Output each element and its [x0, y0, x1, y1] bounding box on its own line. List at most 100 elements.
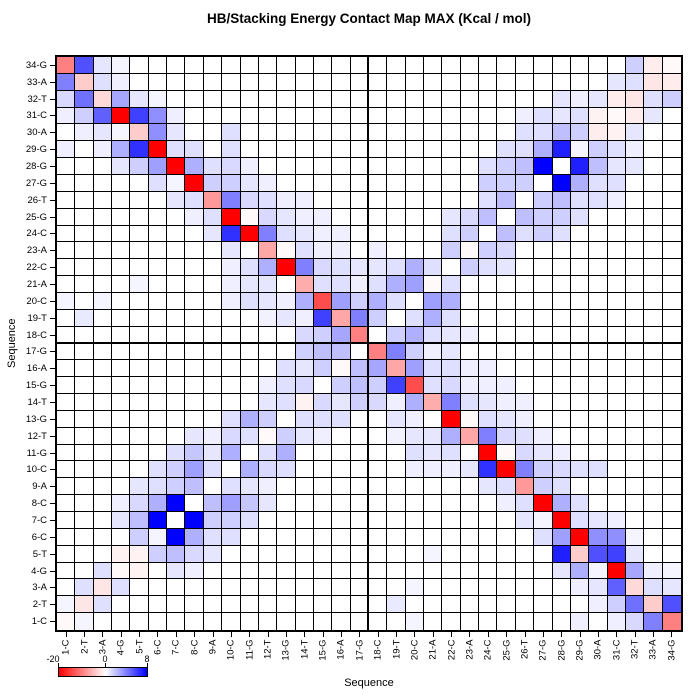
heatmap-cell	[442, 141, 461, 159]
y-axis-tick	[50, 435, 55, 437]
heatmap-cell	[222, 292, 241, 310]
heatmap-cell	[93, 343, 113, 361]
heatmap-cell	[148, 259, 168, 277]
x-tick-label: 25-G	[501, 639, 513, 661]
chart-title: HB/Stacking Energy Contact Map MAX (Kcal…	[206, 11, 532, 26]
heatmap-cell	[515, 410, 535, 428]
heatmap-cell	[185, 343, 204, 361]
y-tick-label: 13-G	[25, 413, 47, 425]
heatmap-cell	[424, 410, 443, 428]
heatmap-cell	[607, 259, 626, 277]
heatmap-cell	[442, 360, 461, 378]
heatmap-cell	[240, 191, 259, 209]
y-axis-tick	[50, 385, 55, 387]
heatmap-cell	[350, 528, 369, 546]
heatmap-cell	[332, 124, 351, 142]
y-tick-label: 6-C	[31, 531, 47, 543]
heatmap-cell	[607, 596, 626, 614]
heatmap-cell	[57, 545, 76, 563]
y-tick-label: 7-C	[31, 514, 47, 526]
heatmap-cell	[93, 174, 113, 192]
x-axis-tick	[139, 632, 141, 637]
heatmap-cell	[93, 360, 113, 378]
heatmap-cell	[258, 360, 278, 378]
heatmap-cell	[479, 107, 498, 125]
heatmap-cell	[258, 562, 278, 580]
heatmap-cell	[479, 394, 498, 411]
x-axis-title: Sequence	[344, 677, 394, 689]
heatmap-cell	[369, 174, 388, 192]
x-tick-label: 31-C	[611, 639, 623, 660]
heatmap-cell	[203, 427, 223, 445]
heatmap-cell	[625, 276, 645, 293]
heatmap-cell	[625, 107, 645, 125]
heatmap-cell	[460, 461, 480, 479]
heatmap-cell	[552, 427, 571, 445]
heatmap-cell	[607, 394, 626, 411]
y-axis-tick	[50, 115, 55, 117]
heatmap-cell	[460, 208, 480, 226]
heatmap-cell	[203, 57, 223, 74]
heatmap-cell	[552, 225, 571, 243]
heatmap-cell	[442, 478, 461, 496]
heatmap-cell	[93, 242, 113, 260]
heatmap-cell	[350, 394, 369, 411]
y-tick-label: 12-T	[27, 430, 47, 442]
heatmap-cell	[570, 292, 590, 310]
heatmap-cell	[515, 512, 535, 529]
heatmap-cell	[607, 225, 626, 243]
heatmap-cell	[387, 495, 406, 513]
heatmap-cell	[387, 343, 406, 361]
heatmap-cell	[203, 326, 223, 344]
heatmap-cell	[570, 579, 590, 597]
heatmap-cell	[258, 326, 278, 344]
heatmap-cell	[258, 478, 278, 496]
heatmap-cell	[662, 158, 681, 175]
heatmap-cell	[515, 276, 535, 293]
x-tick-label: 22-C	[446, 639, 458, 660]
heatmap-cell	[589, 343, 608, 361]
heatmap-cell	[479, 410, 498, 428]
heatmap-cell	[57, 276, 76, 293]
heatmap-cell	[167, 326, 186, 344]
heatmap-cell	[387, 562, 406, 580]
heatmap-cell	[369, 158, 388, 175]
heatmap-cell	[662, 596, 681, 614]
heatmap-cell	[112, 208, 131, 226]
heatmap-cell	[167, 107, 186, 125]
heatmap-cell	[185, 377, 204, 395]
heatmap-cell	[589, 528, 608, 546]
heatmap-cell	[75, 360, 94, 378]
heatmap-cell	[258, 579, 278, 597]
heatmap-cell	[185, 410, 204, 428]
heatmap-cell	[93, 528, 113, 546]
heatmap-cell	[185, 326, 204, 344]
heatmap-cell	[515, 360, 535, 378]
heatmap-cell	[222, 512, 241, 529]
heatmap-cell	[57, 461, 76, 479]
heatmap-cell	[57, 427, 76, 445]
heatmap-cell	[313, 495, 333, 513]
heatmap-cell	[387, 57, 406, 74]
heatmap-cell	[625, 579, 645, 597]
heatmap-cell	[295, 478, 314, 496]
heatmap-cell	[112, 478, 131, 496]
heatmap-cell	[570, 326, 590, 344]
heatmap-cell	[240, 124, 259, 142]
y-axis-tick	[50, 64, 55, 66]
heatmap-cell	[387, 478, 406, 496]
heatmap-cell	[497, 528, 516, 546]
heatmap-cell	[258, 191, 278, 209]
heatmap-cell	[313, 444, 333, 462]
heatmap-cell	[222, 360, 241, 378]
heatmap-cell	[625, 174, 645, 192]
heatmap-cell	[570, 461, 590, 479]
y-axis-tick	[50, 132, 55, 134]
heatmap-cell	[515, 377, 535, 395]
heatmap-cell	[442, 613, 461, 630]
heatmap-cell	[148, 410, 168, 428]
heatmap-cell	[442, 427, 461, 445]
heatmap-cell	[295, 225, 314, 243]
heatmap-cell	[405, 427, 425, 445]
heatmap-cell	[203, 495, 223, 513]
